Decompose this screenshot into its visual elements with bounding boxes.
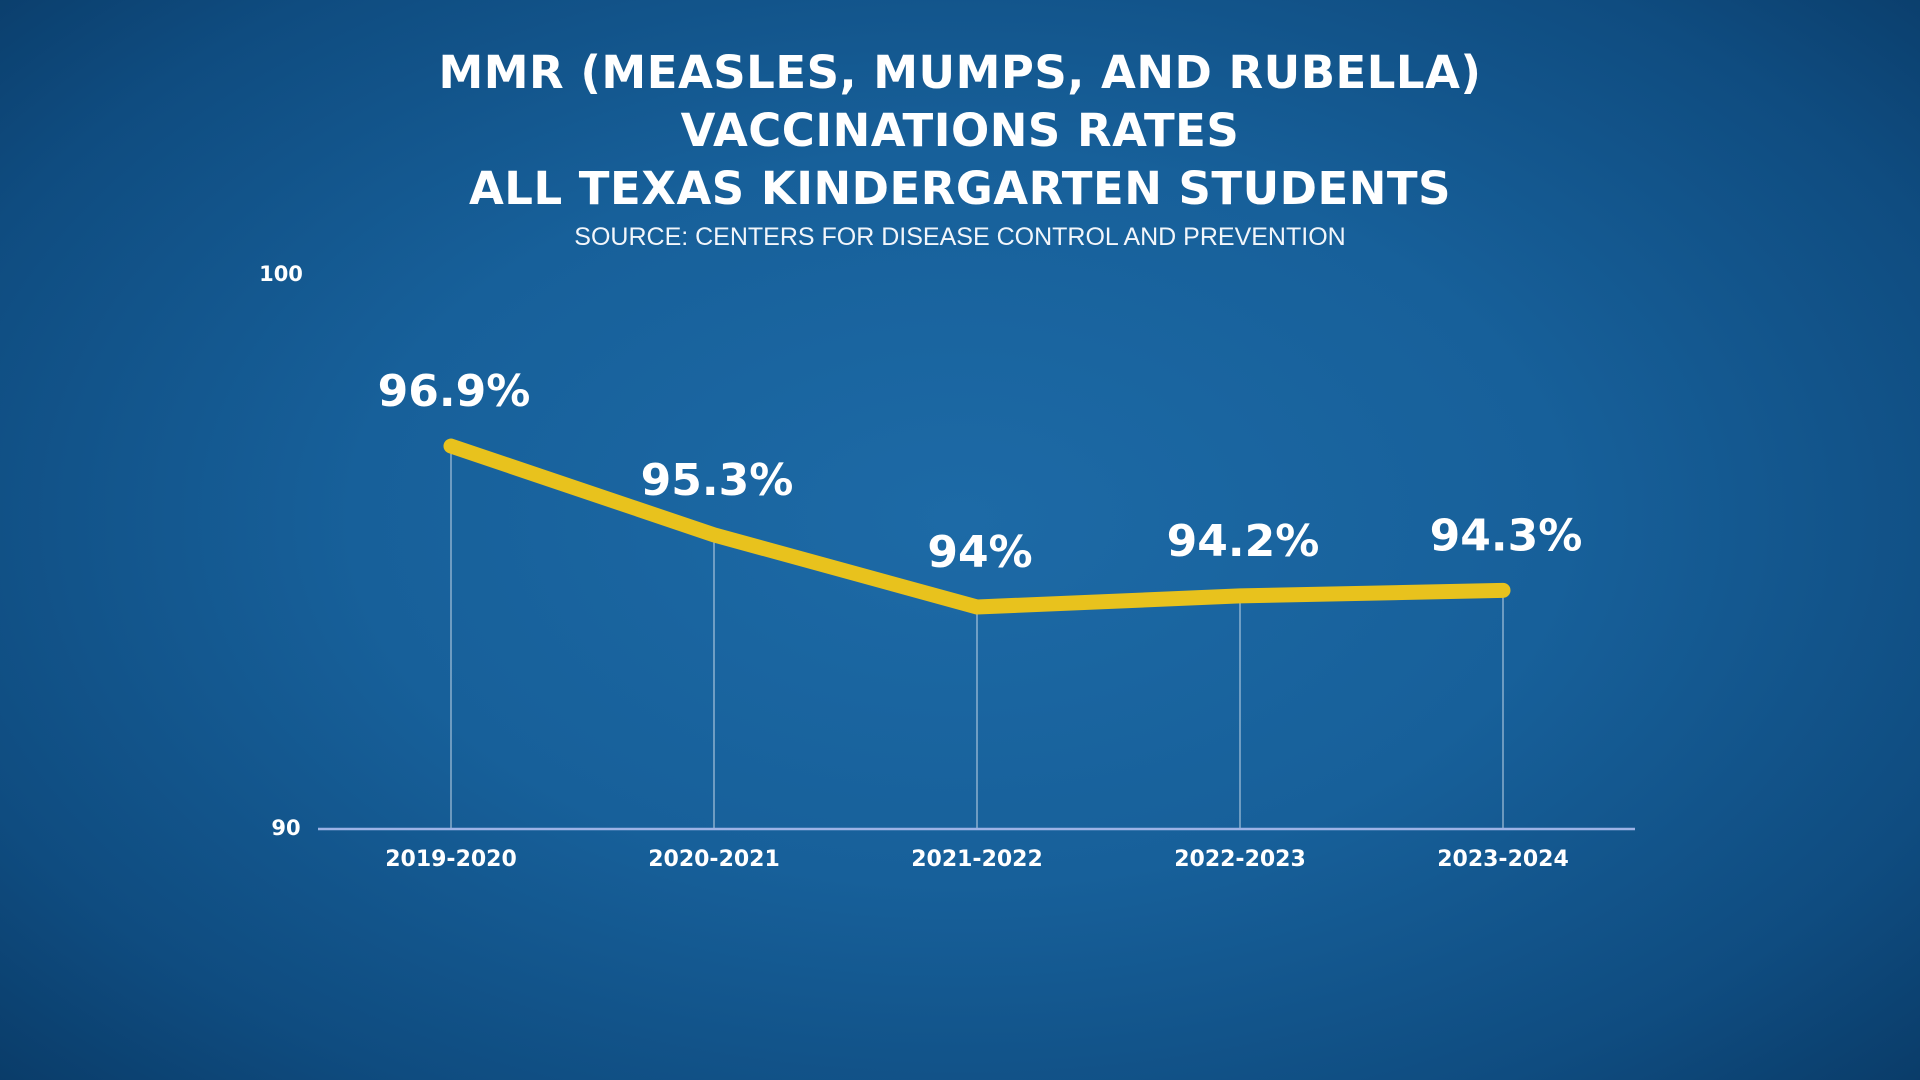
x-tick-label-2023-2024: 2023-2024 <box>1437 847 1569 872</box>
data-labels: 96.9% 95.3% 94% 94.2% 94.3% <box>378 366 1583 578</box>
y-tick-label-100: 100 <box>259 262 303 286</box>
series-line <box>443 438 1511 615</box>
chart-title-block: MMR (MEASLES, MUMPS, AND RUBELLA) VACCIN… <box>0 44 1920 252</box>
chart-title-line-2: VACCINATIONS RATES <box>680 104 1240 157</box>
data-label-2023-2024: 94.3% <box>1430 510 1583 561</box>
x-tick-labels: 2019-2020 2020-2021 2021-2022 2022-2023 2023… <box>385 847 1569 872</box>
data-label-2022-2023: 94.2% <box>1167 516 1320 567</box>
data-label-2019-2020: 96.9% <box>378 366 531 417</box>
data-label-2020-2021: 95.3% <box>641 455 794 506</box>
chart-source: SOURCE: CENTERS FOR DISEASE CONTROL AND … <box>574 223 1346 251</box>
x-tick-label-2020-2021: 2020-2021 <box>648 847 780 872</box>
chart-title-line-3: ALL TEXAS KINDERGARTEN STUDENTS <box>468 162 1452 215</box>
x-tick-label-2021-2022: 2021-2022 <box>911 847 1043 872</box>
data-label-2021-2022: 94% <box>927 527 1032 578</box>
y-tick-label-90: 90 <box>271 816 300 840</box>
x-tick-label-2022-2023: 2022-2023 <box>1174 847 1306 872</box>
x-tick-label-2019-2020: 2019-2020 <box>385 847 517 872</box>
guide-lines <box>450 450 1504 829</box>
chart-title-line-1: MMR (MEASLES, MUMPS, AND RUBELLA) <box>438 46 1482 99</box>
